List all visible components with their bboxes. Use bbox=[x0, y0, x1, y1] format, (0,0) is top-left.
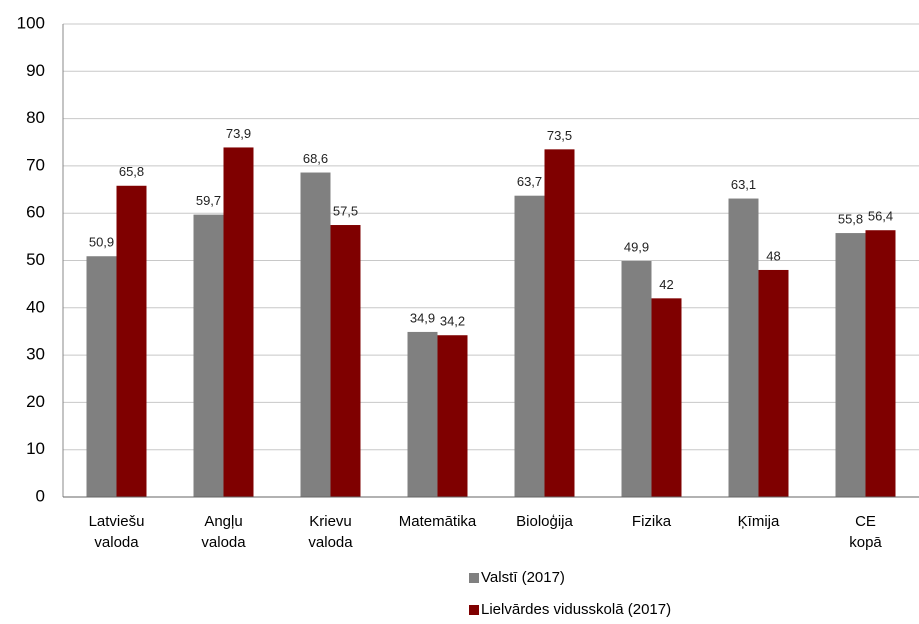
bar bbox=[621, 260, 652, 497]
x-tick-label: Latviešu valoda bbox=[89, 513, 145, 551]
y-tick-label: 0 bbox=[36, 486, 45, 505]
bar bbox=[514, 195, 545, 497]
value-label: 57,5 bbox=[333, 203, 358, 218]
value-label: 56,4 bbox=[868, 209, 893, 224]
y-tick-label: 90 bbox=[26, 61, 45, 80]
y-tick-label: 70 bbox=[26, 155, 45, 174]
value-label: 55,8 bbox=[838, 212, 863, 227]
value-label: 48 bbox=[766, 248, 780, 263]
bar bbox=[437, 335, 468, 497]
value-label: 34,2 bbox=[440, 314, 465, 329]
x-tick-label: CE kopā bbox=[849, 513, 882, 551]
legend-swatch bbox=[469, 605, 479, 615]
value-label: 73,5 bbox=[547, 128, 572, 143]
y-tick-label: 30 bbox=[26, 345, 45, 364]
bar bbox=[758, 269, 789, 497]
value-label: 68,6 bbox=[303, 151, 328, 166]
bar bbox=[651, 298, 682, 497]
legend-label: Lielvārdes vidusskolā (2017) bbox=[481, 601, 671, 618]
y-tick-label: 10 bbox=[26, 439, 45, 458]
x-tick-label: Bioloģija bbox=[516, 513, 573, 530]
bar bbox=[86, 256, 117, 497]
bar bbox=[300, 172, 331, 497]
x-tick-label: Ķīmija bbox=[738, 513, 780, 530]
value-label: 49,9 bbox=[624, 239, 649, 254]
bar bbox=[223, 147, 254, 497]
bar bbox=[544, 149, 575, 497]
y-tick-label: 100 bbox=[17, 13, 45, 32]
x-tick-label: Matemātika bbox=[399, 513, 477, 530]
value-label: 65,8 bbox=[119, 164, 144, 179]
value-label: 34,9 bbox=[410, 310, 435, 325]
x-tick-label: Krievu valoda bbox=[308, 513, 353, 551]
value-label: 73,9 bbox=[226, 126, 251, 141]
legend-label: Valstī (2017) bbox=[481, 569, 565, 586]
x-tick-label: Fizika bbox=[632, 513, 672, 530]
bar bbox=[407, 331, 438, 497]
y-tick-label: 50 bbox=[26, 250, 45, 269]
bar bbox=[728, 198, 759, 498]
y-tick-label: 40 bbox=[26, 297, 45, 316]
value-label: 63,7 bbox=[517, 174, 542, 189]
bar bbox=[116, 185, 147, 498]
value-label: 50,9 bbox=[89, 235, 114, 250]
y-tick-label: 60 bbox=[26, 203, 45, 222]
value-label: 59,7 bbox=[196, 193, 221, 208]
x-tick-label: Angļu valoda bbox=[201, 513, 246, 551]
bar bbox=[193, 214, 224, 497]
bar bbox=[835, 233, 866, 498]
y-tick-label: 80 bbox=[26, 108, 45, 127]
y-tick-label: 20 bbox=[26, 392, 45, 411]
bar bbox=[330, 225, 361, 497]
value-label: 63,1 bbox=[731, 177, 756, 192]
legend-swatch bbox=[469, 573, 479, 583]
bar bbox=[865, 230, 896, 497]
value-label: 42 bbox=[659, 277, 673, 292]
